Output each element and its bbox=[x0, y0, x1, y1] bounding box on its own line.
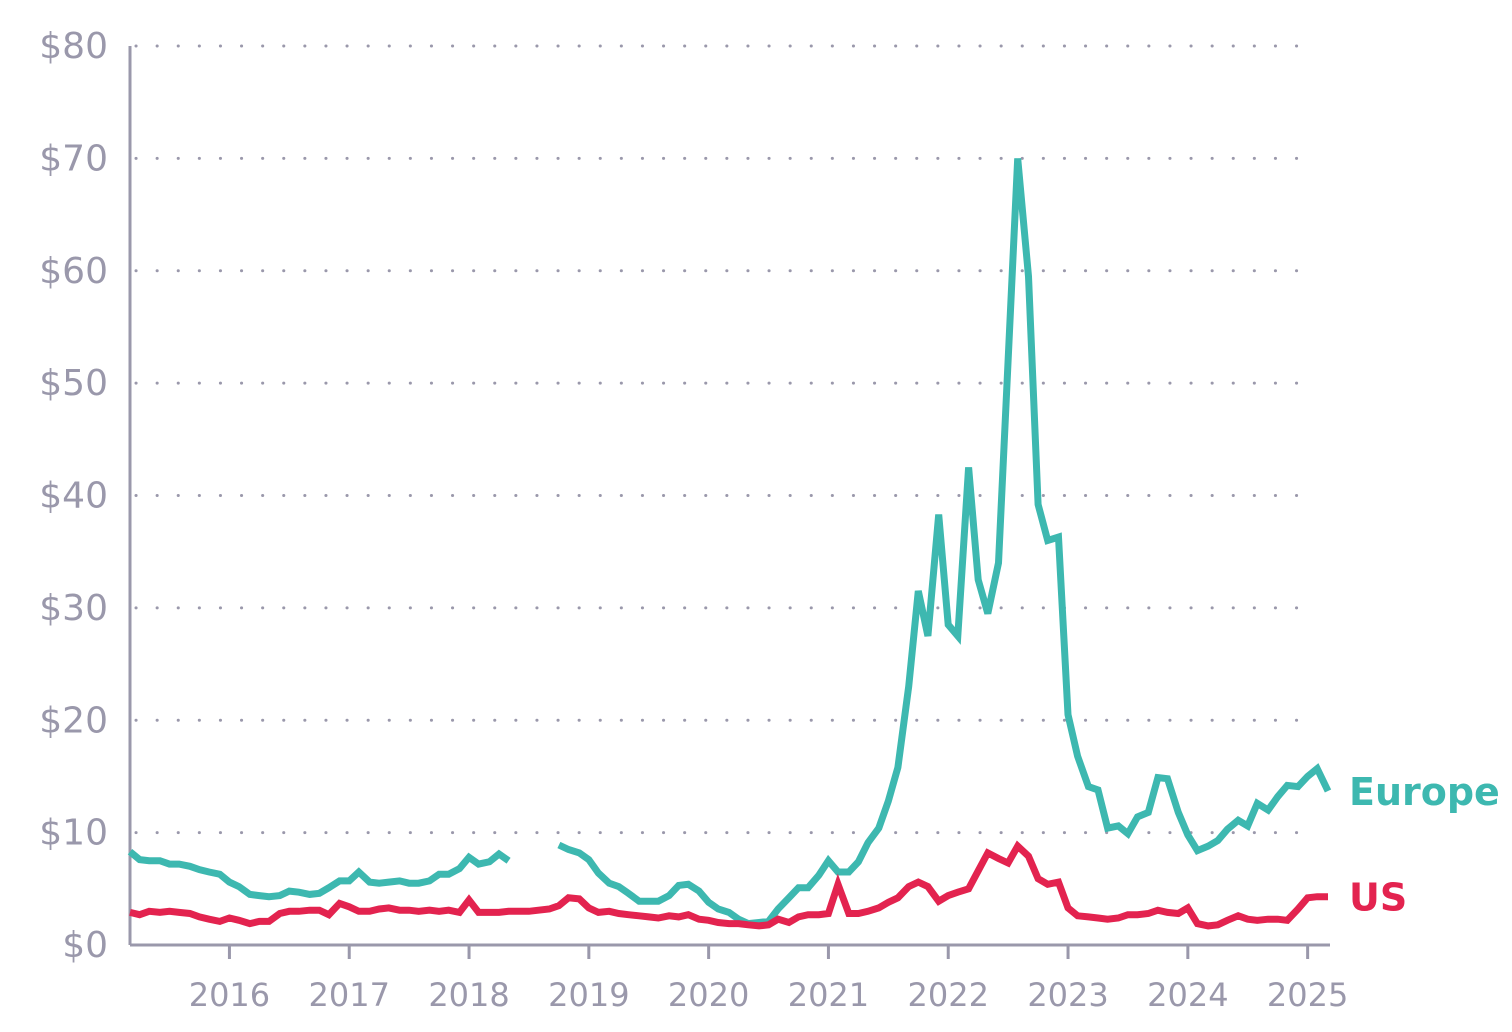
x-tick-label: 2016 bbox=[189, 976, 270, 1014]
x-tick-label: 2023 bbox=[1027, 976, 1108, 1014]
x-tick-label: 2018 bbox=[428, 976, 509, 1014]
y-tick-label: $0 bbox=[62, 925, 108, 966]
series-label-europe: Europe bbox=[1349, 770, 1500, 814]
x-tick-label: 2025 bbox=[1267, 976, 1348, 1014]
series-line-us bbox=[129, 840, 1328, 930]
y-tick-label: $80 bbox=[39, 26, 108, 67]
series-labels: Europe US bbox=[1349, 770, 1500, 920]
y-tick-label: $50 bbox=[39, 363, 108, 404]
y-tick-label: $20 bbox=[39, 700, 108, 741]
y-tick-label: $30 bbox=[39, 588, 108, 629]
y-tick-label: $60 bbox=[39, 251, 108, 292]
grid-lines bbox=[134, 44, 1312, 835]
x-tick-label: 2022 bbox=[908, 976, 989, 1014]
y-tick-label: $70 bbox=[39, 138, 108, 179]
x-tick-label: 2020 bbox=[668, 976, 749, 1014]
x-tick-label: 2017 bbox=[309, 976, 390, 1014]
series-line-europe bbox=[127, 848, 511, 901]
x-axis-tick-labels: 2016 2017 2018 2019 2020 2021 2022 2023 2024 2025 bbox=[189, 976, 1349, 1014]
y-axis-tick-labels: $0 $10 $20 $30 $40 $50 $60 $70 $80 bbox=[39, 26, 108, 966]
axes bbox=[128, 46, 1330, 959]
y-tick-label: $10 bbox=[39, 813, 108, 854]
x-tick-label: 2024 bbox=[1147, 976, 1228, 1014]
series-lines bbox=[127, 158, 1332, 930]
series-line-europe bbox=[557, 158, 1332, 928]
series-label-us: US bbox=[1349, 876, 1407, 920]
y-tick-label: $40 bbox=[39, 476, 108, 517]
x-tick-label: 2021 bbox=[788, 976, 869, 1014]
x-tick-label: 2019 bbox=[548, 976, 629, 1014]
